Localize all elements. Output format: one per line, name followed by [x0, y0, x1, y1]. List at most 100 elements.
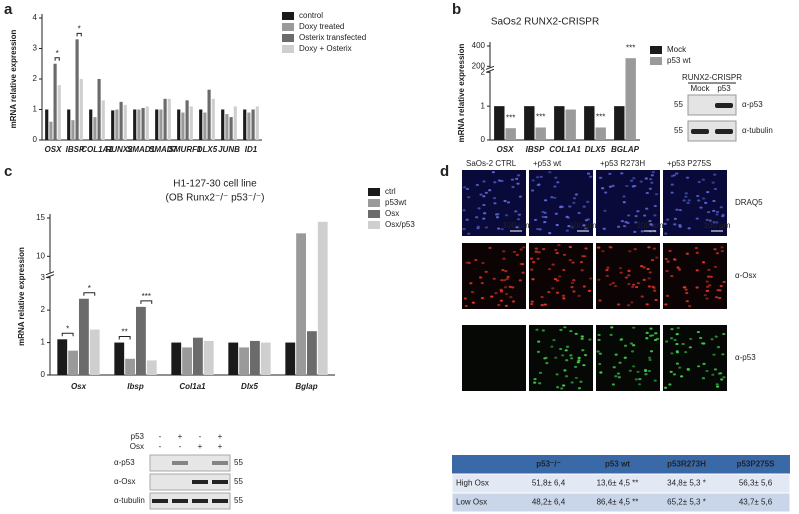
cell-nucleus: [537, 251, 541, 254]
bar: [163, 98, 167, 140]
cell-nucleus: [612, 366, 616, 369]
blot-size: 55: [234, 477, 243, 486]
table-cell: 56,3± 5,6: [739, 479, 773, 488]
cell-nucleus: [685, 300, 689, 303]
cell-nucleus: [688, 304, 692, 308]
cell-nucleus: [651, 334, 655, 337]
cell-nucleus: [570, 357, 574, 360]
cell-nucleus: [589, 175, 593, 178]
bar: [68, 350, 78, 375]
cell-nucleus: [675, 362, 680, 365]
cell-nucleus: [480, 296, 485, 300]
cell-nucleus: [503, 286, 508, 289]
cell-nucleus: [680, 375, 684, 378]
cell-nucleus: [518, 279, 522, 282]
cell-nucleus: [695, 286, 699, 289]
blot-label: α-Osx: [114, 477, 136, 486]
significance-bracket: [76, 32, 82, 37]
cell-nucleus: [463, 186, 467, 189]
cell-nucleus: [652, 247, 657, 250]
cell-nucleus: [676, 326, 680, 330]
scale-bar-label: 100 µm: [704, 221, 731, 230]
x-tick-label: Col1a1: [179, 382, 206, 391]
condition-label: p53: [131, 432, 145, 441]
cell-nucleus: [678, 208, 682, 212]
cell-nucleus: [570, 286, 574, 289]
cell-nucleus: [625, 184, 629, 188]
x-tick-label: DLX5: [585, 145, 606, 154]
legend-swatch: [368, 210, 380, 218]
bar: [159, 109, 163, 140]
cell-nucleus: [719, 206, 723, 209]
condition-sign: +: [178, 432, 183, 441]
cell-nucleus: [481, 261, 485, 265]
cell-nucleus: [675, 333, 679, 336]
significance-bracket: [61, 332, 74, 337]
cell-nucleus: [620, 172, 624, 175]
cell-nucleus: [475, 216, 479, 219]
cell-nucleus: [695, 217, 699, 220]
bar: [185, 100, 189, 140]
cell-nucleus: [654, 193, 659, 196]
bar: [296, 233, 306, 375]
x-tick-label: Osx: [71, 382, 87, 391]
cell-nucleus: [505, 277, 510, 280]
cell-nucleus: [555, 251, 559, 255]
cell-nucleus: [499, 299, 503, 302]
cell-nucleus: [694, 246, 698, 250]
blot-label: α-tubulin: [742, 126, 773, 135]
cell-nucleus: [721, 213, 725, 216]
cell-nucleus: [605, 269, 609, 272]
cell-nucleus: [631, 285, 635, 289]
cell-nucleus: [644, 369, 648, 373]
cell-nucleus: [597, 246, 601, 249]
cell-nucleus: [497, 227, 501, 230]
significance-label: ***: [626, 43, 635, 52]
bar: [101, 100, 105, 140]
cell-nucleus: [577, 294, 581, 297]
cell-nucleus: [533, 381, 537, 384]
cell-nucleus: [668, 249, 672, 253]
y-tick-label: 200: [472, 61, 486, 70]
cell-nucleus: [565, 215, 569, 218]
micrograph: [529, 170, 593, 236]
condition-sign: +: [218, 432, 223, 441]
condition-sign: -: [159, 432, 162, 441]
cell-nucleus: [474, 258, 478, 262]
bar: [494, 106, 505, 140]
bar: [136, 306, 146, 375]
cell-nucleus: [670, 328, 674, 331]
cell-nucleus: [722, 376, 726, 379]
cell-nucleus: [718, 296, 722, 300]
cell-nucleus: [699, 206, 703, 209]
bar: [45, 109, 49, 140]
bar: [229, 117, 233, 140]
chart-title: H1-127-30 cell line: [173, 179, 257, 190]
cell-nucleus: [638, 378, 642, 381]
cell-nucleus: [617, 376, 621, 379]
cell-nucleus: [668, 383, 672, 386]
cell-nucleus: [681, 342, 685, 346]
cell-nucleus: [554, 212, 558, 215]
bar: [221, 109, 225, 140]
cell-nucleus: [653, 379, 657, 382]
blot-band: [172, 461, 188, 465]
cell-nucleus: [477, 207, 481, 210]
cell-nucleus: [544, 216, 548, 219]
cell-nucleus: [504, 292, 509, 296]
scale-bar-label: 100 µm: [570, 221, 597, 230]
scale-bar-label: 100 µm: [503, 221, 530, 230]
cell-nucleus: [536, 227, 540, 231]
cell-nucleus: [675, 342, 679, 346]
significance-label: ***: [142, 292, 151, 301]
cell-nucleus: [665, 294, 670, 297]
cell-nucleus: [715, 252, 720, 255]
cell-nucleus: [712, 221, 716, 224]
cell-nucleus: [708, 284, 712, 287]
cell-nucleus: [653, 289, 657, 292]
bar: [93, 117, 97, 140]
cell-nucleus: [632, 344, 636, 347]
cell-nucleus: [492, 277, 496, 280]
cell-nucleus: [482, 195, 486, 198]
